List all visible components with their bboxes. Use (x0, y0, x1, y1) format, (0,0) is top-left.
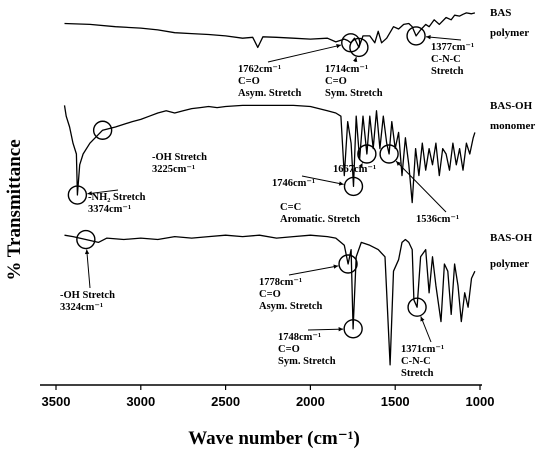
annotation-arrow (301, 175, 344, 185)
peak-annotation-text: 1778cm⁻¹ (259, 277, 302, 288)
annotation-arrowhead (333, 264, 339, 269)
peak-marker (67, 185, 88, 205)
x-tick-label: 2000 (296, 394, 325, 409)
peak-annotation-text: C=O (325, 76, 347, 87)
peak-annotation-text: C=O (278, 344, 300, 355)
peak-marker (407, 297, 427, 317)
peak-marker (343, 319, 363, 339)
x-tick-label: 3500 (42, 394, 71, 409)
series-label-3: BAS-OH (490, 232, 533, 244)
annotation-arrowhead (338, 327, 344, 332)
series-label-1: BAS (490, 7, 511, 19)
annotation-arrow (307, 328, 344, 331)
annotation-arrow (395, 160, 447, 213)
peak-annotation-text: 1667cm⁻¹ (333, 164, 376, 175)
peak-annotation-text: C-N-C (431, 54, 461, 65)
peak-annotation-text: C=O (259, 289, 281, 300)
series-label-1: polymer (490, 27, 529, 39)
peak-annotation-text: 1377cm⁻¹ (431, 42, 474, 53)
peak-annotation-text: 1762cm⁻¹ (238, 64, 281, 75)
peak-marker (379, 144, 399, 164)
peak-annotation-text: 1536cm⁻¹ (416, 214, 459, 225)
peak-marker (349, 37, 369, 58)
peak-marker (76, 229, 96, 250)
peak-marker (338, 254, 358, 274)
peak-annotation-text: 3374cm⁻¹ (88, 204, 131, 215)
x-axis: 3500 3000 2500 2000 1500 1000 (40, 384, 495, 409)
annotation-arrowhead (420, 316, 425, 322)
annotation-arrowhead (84, 249, 90, 255)
peak-annotation-text: -OH Stretch (60, 290, 115, 301)
peak-marker (357, 144, 377, 164)
peak-annotation-text: Asym. Stretch (259, 301, 323, 312)
x-axis-title: Wave number (cm⁻¹) (188, 428, 360, 449)
annotation-arrowhead (426, 35, 431, 40)
annotation-arrowhead (336, 43, 342, 49)
annotation-arrowhead (353, 57, 358, 62)
annotation-arrowhead (87, 191, 93, 196)
peak-annotation-text: Stretch (431, 66, 464, 77)
peak-annotation-text: Aromatic. Stretch (280, 214, 360, 225)
peak-annotation-text: Sym. Stretch (325, 88, 383, 99)
annotation-arrow (425, 36, 462, 41)
peak-annotation-text: Sym. Stretch (278, 356, 336, 367)
peak-annotation-text: 1748cm⁻¹ (278, 332, 321, 343)
series-label-2: monomer (490, 120, 535, 132)
spectrum-line-3 (64, 234, 476, 366)
annotation-arrow (288, 265, 339, 276)
annotation-arrow (86, 249, 91, 289)
peak-annotation-text: C-N-C (401, 356, 431, 367)
x-tick-label: 3000 (126, 394, 155, 409)
peak-annotation-text: C=C (280, 202, 301, 213)
annotation-arrowhead (358, 162, 363, 168)
x-tick-label: 1500 (381, 394, 410, 409)
x-tick-label: 1000 (466, 394, 495, 409)
peak-markers-layer (67, 26, 427, 339)
series-label-2: BAS-OH (490, 100, 533, 112)
peak-annotation-text: 3324cm⁻¹ (60, 302, 103, 313)
peak-annotation-text: 1746cm⁻¹ (272, 178, 315, 189)
peak-marker (92, 120, 113, 140)
annotation-arrow (87, 189, 119, 195)
series-label-3: polymer (490, 258, 529, 270)
peak-marker (343, 176, 364, 197)
spectrum-line-2 (63, 104, 476, 204)
x-tick-label: 2500 (211, 394, 240, 409)
peak-annotation-text: -NH₂ Stretch (88, 192, 146, 203)
annotation-arrowhead (338, 181, 344, 186)
peak-annotation-text: Stretch (401, 368, 434, 379)
peak-annotation-text: 1371cm⁻¹ (401, 344, 444, 355)
peak-annotation-text: 3225cm⁻¹ (152, 164, 195, 175)
series-labels-layer: BAS polymer BAS-OH monomer BAS-OH polymer (490, 7, 535, 270)
peak-annotation-text: Asym. Stretch (238, 88, 302, 99)
peak-marker (406, 26, 426, 46)
peak-annotation-text: C=O (238, 76, 260, 87)
peak-annotation-text: 1714cm⁻¹ (325, 64, 368, 75)
annotation-arrow (267, 44, 342, 63)
annotation-arrow (420, 316, 432, 343)
spectrum-line-1 (64, 12, 476, 49)
peak-annotation-text: -OH Stretch (152, 152, 207, 163)
annotation-arrowhead (396, 161, 401, 166)
spectra-layer (63, 12, 476, 366)
y-axis-title: % Transmittance (4, 139, 25, 280)
